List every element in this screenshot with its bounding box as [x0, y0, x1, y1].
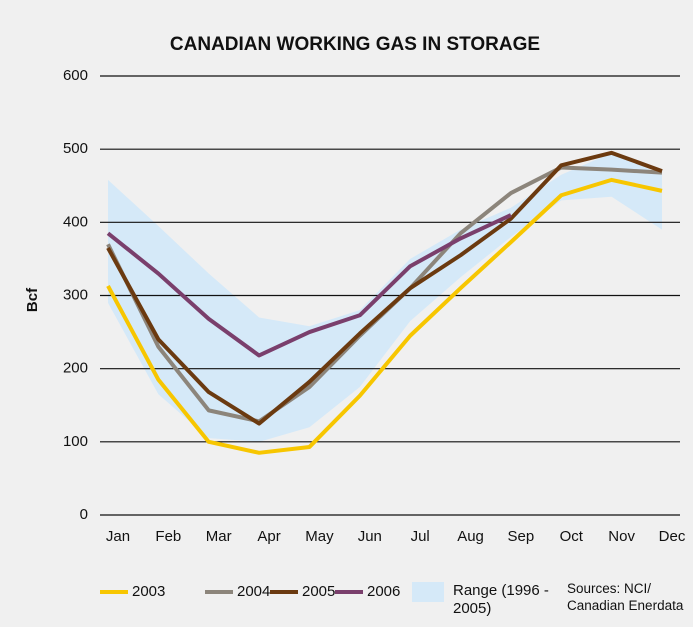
x-tick-label: Mar: [206, 528, 232, 545]
x-tick-label: Jul: [411, 528, 430, 545]
legend-label: 2003: [132, 583, 165, 600]
x-tick-label: Sep: [508, 528, 535, 545]
y-tick-label: 300: [63, 286, 88, 303]
x-tick-label: Aug: [457, 528, 484, 545]
y-tick-label: 100: [63, 433, 88, 450]
legend-label: 2006: [367, 583, 400, 600]
legend-swatch: [412, 582, 444, 602]
y-tick-label: 200: [63, 360, 88, 377]
x-tick-label: Apr: [257, 528, 280, 545]
series-line: [106, 150, 663, 426]
x-tick-label: Oct: [560, 528, 584, 545]
source-note: Sources: NCI/ Canadian Enerdata: [567, 581, 684, 613]
x-tick-label: May: [305, 528, 334, 545]
y-axis-label: Bcf: [24, 287, 41, 312]
chart-title: CANADIAN WORKING GAS IN STORAGE: [170, 34, 540, 55]
y-tick-label: 600: [63, 67, 88, 84]
y-tick-label: 500: [63, 140, 88, 157]
x-tick-label: Dec: [659, 528, 686, 545]
series-line: [106, 177, 663, 455]
y-tick-label: 400: [63, 213, 88, 230]
range-band: [108, 152, 662, 442]
x-tick-label: Nov: [608, 528, 635, 545]
y-tick-label: 0: [80, 506, 88, 523]
x-tick-label: Feb: [155, 528, 181, 545]
x-tick-label: Jan: [106, 528, 130, 545]
legend-label: 2004: [237, 583, 270, 600]
series-line: [106, 213, 512, 358]
legend-label: 2005: [302, 583, 335, 600]
legend-label: Range (1996 - 2005): [453, 582, 549, 617]
x-tick-label: Jun: [358, 528, 382, 545]
